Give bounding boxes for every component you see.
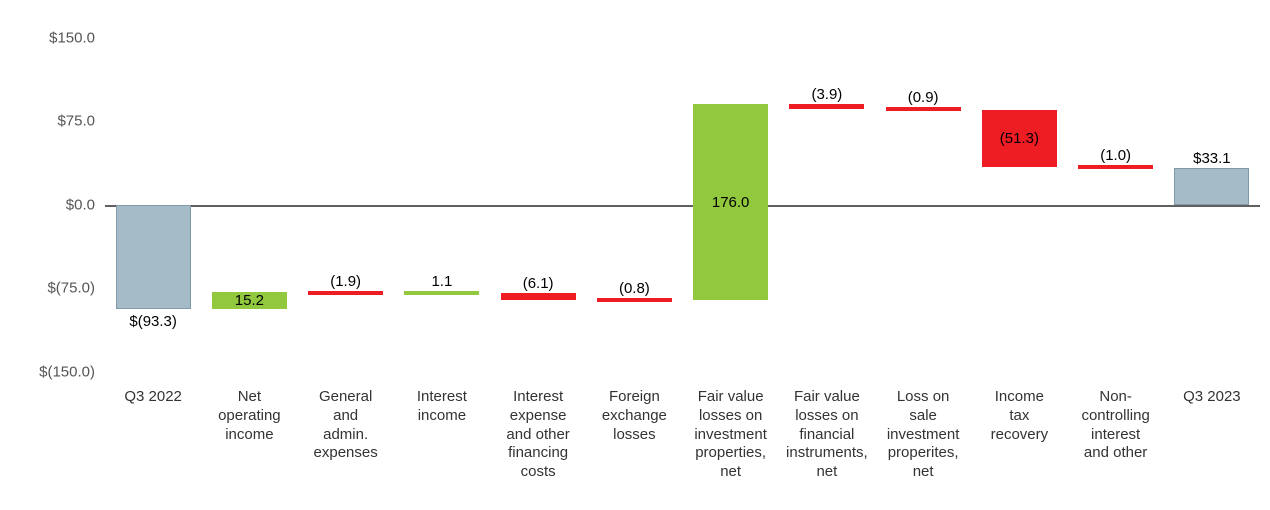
y-tick-label: $(150.0) <box>39 364 105 381</box>
gridline <box>105 38 1260 39</box>
bar-value-label: 176.0 <box>712 194 750 211</box>
bar-value-label: (1.0) <box>1100 147 1131 164</box>
bar-value-label: (0.9) <box>908 89 939 106</box>
bar-value-label: (6.1) <box>523 275 554 292</box>
x-category-label: Netoperatingincome <box>204 372 295 444</box>
plot-area: $(150.0)$(75.0)$0.0$75.0$150.0$(93.3)Q3 … <box>105 10 1260 373</box>
x-category-label: Fair valuelosses oninvestmentproperties,… <box>685 372 776 482</box>
gridline <box>105 121 1260 122</box>
bar-value-label: (1.9) <box>330 273 361 290</box>
y-tick-label: $75.0 <box>57 113 105 130</box>
x-category-label: Foreignexchangelosses <box>589 372 680 444</box>
bar-value-label: (3.9) <box>811 86 842 103</box>
waterfall-bar <box>1078 165 1153 169</box>
gridline <box>105 288 1260 289</box>
x-category-label: Q3 2023 <box>1166 372 1257 407</box>
bar-value-label: 1.1 <box>431 273 452 290</box>
y-tick-label: $(75.0) <box>47 280 105 297</box>
x-category-label: Incometaxrecovery <box>974 372 1065 444</box>
x-category-label: Fair valuelosses onfinancialinstruments,… <box>781 372 872 482</box>
waterfall-bar <box>308 291 383 295</box>
waterfall-bar <box>501 293 576 300</box>
x-category-label: Generalandadmin.expenses <box>300 372 391 463</box>
x-category-label: Interestincome <box>396 372 487 426</box>
x-category-label: Non-controllinginterestand other <box>1070 372 1161 463</box>
bar-value-label: (0.8) <box>619 280 650 297</box>
x-category-label: Interestexpenseand otherfinancingcosts <box>492 372 583 482</box>
y-tick-label: $0.0 <box>66 196 105 213</box>
waterfall-chart: $(150.0) $(75.0) $0.0 $75.0 $150.0 $(93.3) Q3 … <box>0 0 1270 510</box>
bar-value-label: $(93.3) <box>129 313 177 330</box>
waterfall-bar <box>116 205 191 309</box>
waterfall-bar <box>597 298 672 302</box>
y-tick-label: $150.0 <box>49 29 105 46</box>
bar-value-label: $33.1 <box>1193 150 1231 167</box>
x-category-label: Loss onsaleinvestmentproperites,net <box>877 372 968 482</box>
bar-value-label: (51.3) <box>1000 130 1039 147</box>
x-category-label: Q3 2022 <box>107 372 198 407</box>
waterfall-bar <box>1174 168 1249 205</box>
waterfall-bar <box>886 107 961 111</box>
waterfall-bar <box>404 291 479 295</box>
waterfall-bar <box>789 104 864 108</box>
bar-value-label: 15.2 <box>235 292 264 309</box>
zero-line <box>105 205 1260 207</box>
